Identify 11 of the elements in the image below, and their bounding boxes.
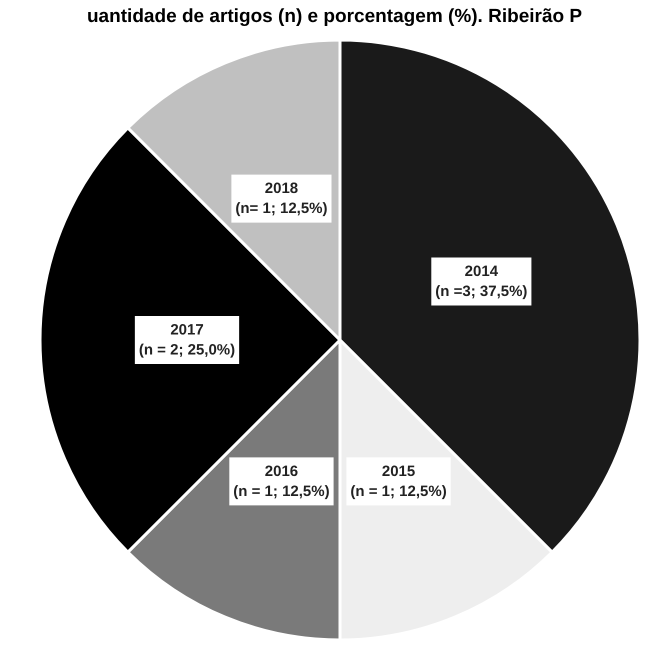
data-label: (n = 1; 12,5%) xyxy=(350,482,447,500)
chart-title: uantidade de artigos (n) e porcentagem (%). Ribeirão P xyxy=(86,6,582,27)
slice-label: 2017 xyxy=(170,322,204,338)
slice-label: 2018 xyxy=(264,180,298,198)
data-label: (n =3; 37,5%) xyxy=(435,282,528,300)
data-label: (n = 2; 25,0%) xyxy=(138,342,236,358)
slice-label: 2015 xyxy=(382,462,416,480)
slice-label: 2014 xyxy=(464,262,499,280)
data-label: (n= 1; 12,5%) xyxy=(235,200,328,218)
slice-label: 2016 xyxy=(264,462,298,480)
data-label: (n = 1; 12,5%) xyxy=(233,482,330,500)
